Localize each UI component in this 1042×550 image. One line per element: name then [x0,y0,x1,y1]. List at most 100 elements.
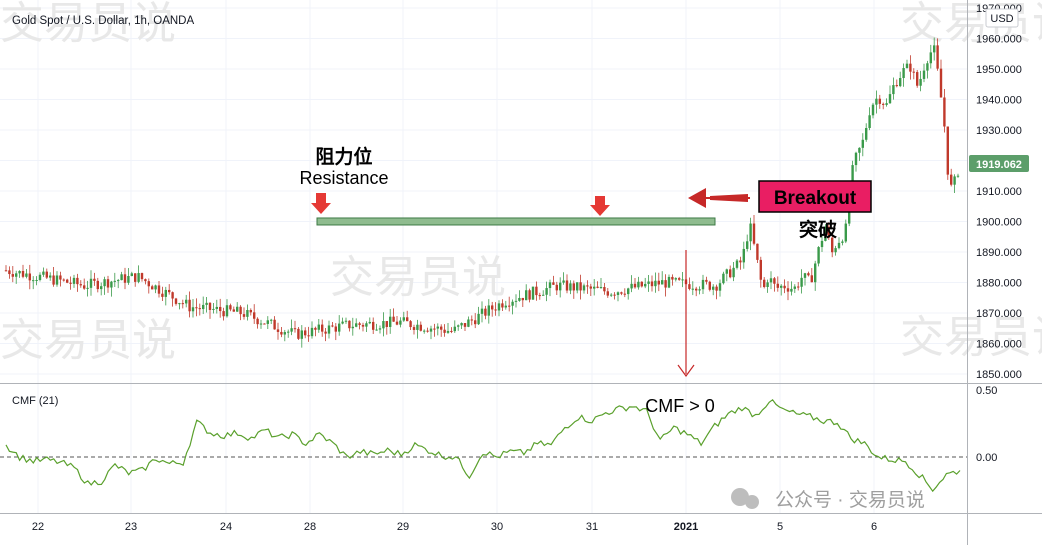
candle-body [627,288,630,295]
candle-body [433,328,436,330]
candle-body [620,292,623,294]
candle-body [759,259,762,280]
candle-body [525,290,528,301]
candle-body [695,288,698,291]
candle-body [824,226,827,241]
candle-body [110,281,113,288]
candle-body [171,292,174,299]
candle-body [671,276,674,280]
candle-body [511,301,514,306]
candle-body [786,288,790,292]
candle-body [21,270,25,277]
candle-body [443,329,446,333]
candle-body [589,286,592,289]
candle-body [344,320,348,322]
candle-body [297,328,300,339]
candle-body [766,282,769,287]
candle-body [212,308,215,310]
candle-body [232,309,235,312]
candle-body [841,241,844,243]
time-tick-label: 23 [125,521,137,533]
candle-body [545,288,548,295]
candle-body [742,248,745,263]
candle-body [484,308,487,316]
price-tick-label: 1860.000 [976,338,1022,350]
watermark-text-4: 交易员说 [900,313,1042,362]
candle-body [922,70,926,79]
candle-body [810,275,813,283]
time-tick-label: 22 [32,521,44,533]
candle-body [763,279,766,287]
candle-body [195,307,198,309]
footer-watermark-text: 公众号 · 交易员说 [775,489,925,511]
candle-body [385,321,388,327]
candle-body [603,287,606,292]
candle-body [878,98,881,104]
candle-body [851,165,854,191]
candle-body [208,302,212,310]
candle-body [66,279,69,283]
candle-body [253,312,256,319]
candle-body [307,335,310,337]
candle-body [392,316,395,322]
candle-body [331,325,334,327]
candle-body [674,278,677,280]
candle-body [419,324,422,331]
candle-body [691,288,694,290]
candle-body [161,293,164,297]
time-tick-label: 29 [397,521,409,533]
candle-body [752,223,756,244]
candle-body [151,286,154,290]
candle-body [249,309,252,313]
price-tick-label: 1880.000 [976,277,1022,289]
candle-body [42,271,45,275]
candle-body [576,282,579,291]
candle-body [718,283,722,291]
candle-body [168,289,171,293]
candle-body [11,274,14,277]
currency-button[interactable] [985,8,1019,28]
candle-body [514,300,518,302]
candle-body [909,63,912,72]
candle-body [783,285,786,289]
candle-body [861,139,864,148]
candle-body [113,280,116,282]
candle-body [202,304,205,310]
time-tick-label: 2021 [674,521,698,533]
candle-body [412,327,416,330]
candle-body [38,274,42,280]
candle-body [950,174,953,185]
candle-body [123,274,127,283]
resistance-arrow-right [590,196,610,216]
candle-body [708,281,711,290]
resistance-label-cn: 阻力位 [315,145,372,168]
price-tick-label: 1930.000 [976,125,1022,137]
candle-body [242,314,246,317]
candle-body [185,299,188,304]
candle-body [300,330,303,339]
candle-body [899,78,902,87]
cmf-axis-ticks: 0.50 0.00 [976,385,997,464]
candle-body [956,175,960,177]
candle-body [705,279,708,282]
time-tick-label: 24 [220,521,232,533]
candle-body [582,285,586,291]
candle-body [399,320,402,325]
watermark-text-1: 交易员说 [0,0,176,48]
candle-body [732,267,735,278]
candle-body [542,294,545,296]
candle-body [501,303,504,308]
candle-body [865,128,868,140]
candle-body [572,283,575,291]
candle-body [409,321,412,328]
candle-body [256,318,259,325]
candle-body [803,273,807,278]
candle-body [756,243,759,260]
candle-body [888,94,892,104]
candle-body [749,223,752,242]
candle-body [259,323,263,325]
candle-body [667,276,671,288]
breakout-arrow-shaft [710,194,748,202]
candle-body [487,305,490,316]
